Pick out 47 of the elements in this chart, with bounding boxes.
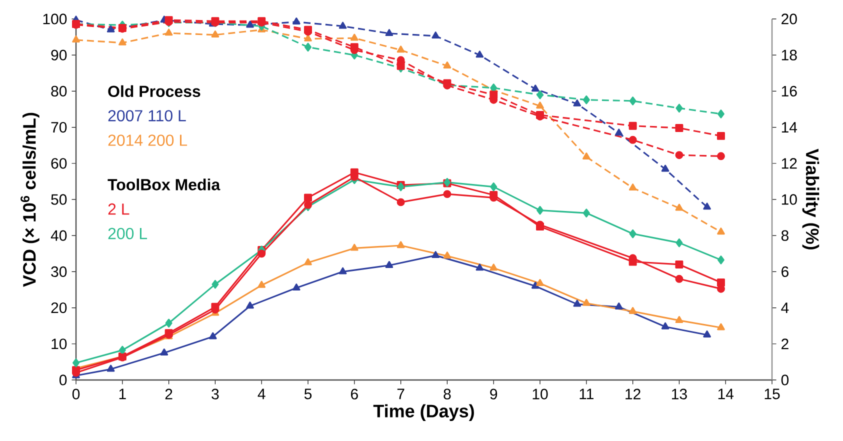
x-tick-label: 14 (718, 388, 734, 400)
y-tick-label: 20 (51, 302, 67, 314)
y-tick-label: 0 (59, 374, 67, 386)
x-tick-label: 9 (490, 388, 498, 400)
text: 2014 200 L (108, 134, 188, 146)
x-tick-label: 1 (119, 388, 126, 400)
annotation: Old Process (108, 85, 200, 98)
x-tick-label: 5 (304, 388, 312, 400)
y-tick-label: 80 (51, 86, 67, 96)
annotation: ToolBox Media (108, 178, 220, 190)
y2-tick-label: 0 (781, 374, 789, 386)
x-tick-label: 2 (165, 388, 172, 400)
x-tick-label: 8 (444, 388, 451, 400)
y2-tick-label: 4 (781, 302, 789, 313)
y-tick-label: 60 (51, 158, 67, 169)
y2-tick-label: 10 (782, 194, 797, 205)
y2-tick-label: 14 (782, 122, 798, 132)
text: 200 L (108, 228, 148, 240)
y2-tick-label: 12 (782, 158, 797, 169)
y2-axis-title: Viability (%) (802, 148, 820, 250)
x-tick-label: 0 (72, 388, 80, 400)
x-tick-label: 11 (580, 388, 594, 400)
x-tick-label: 7 (397, 388, 404, 400)
x-tick-label: 3 (212, 388, 219, 400)
text: 2007 110 L (108, 110, 186, 122)
x-tick-label: 12 (626, 388, 640, 400)
x-tick-label: 13 (672, 388, 687, 400)
text: 2 L (108, 203, 130, 215)
y-tick-label: 90 (51, 50, 67, 60)
y-tick-label: 10 (52, 338, 67, 350)
x-tick-label: 10 (532, 388, 548, 400)
y-tick-label: 30 (51, 266, 67, 277)
x-tick-label: 4 (258, 388, 266, 400)
y-tick-label: 70 (51, 122, 67, 133)
y-tick-label: 50 (51, 194, 67, 205)
x-tick-label: 6 (351, 388, 358, 400)
y-axis-title: VCD (× 10$^{6}$ cells/mL) (20, 112, 40, 287)
y-tick-label: 100 (43, 14, 67, 24)
y2-tick-label: 18 (782, 50, 797, 60)
y2-tick-label: 16 (782, 86, 797, 96)
y2-tick-label: 20 (782, 14, 797, 24)
y2-tick-label: 6 (782, 266, 788, 277)
y-tick-label: 40 (50, 230, 67, 241)
x-tick-label: 15 (764, 388, 780, 400)
y2-tick-label: 8 (781, 230, 788, 241)
y2-tick-label: 2 (782, 338, 788, 350)
x-axis-title: Time (Days) (373, 404, 474, 422)
